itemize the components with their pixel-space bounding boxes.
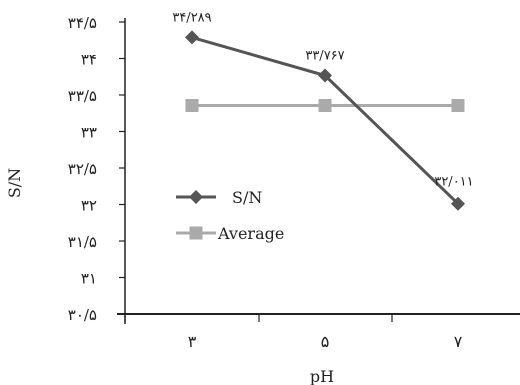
- data-point: [451, 99, 465, 113]
- legend-label: Average: [217, 224, 284, 243]
- legend: S/N Average: [176, 188, 284, 243]
- y-tick-label: ۳۲/۵: [68, 160, 97, 178]
- legend-marker: [189, 190, 203, 204]
- series-layer: [185, 30, 465, 211]
- y-tick-label: ۳۰/۵: [68, 306, 97, 324]
- series-average: [185, 99, 465, 113]
- axes: [117, 18, 520, 324]
- series-sn: [185, 30, 465, 211]
- data-labels: ۳۴/۲۸۹ ۳۳/۷۶۷ ۳۲/۰۱۱: [172, 10, 473, 189]
- legend-label: S/N: [232, 188, 262, 207]
- y-tick-label: ۳۱: [81, 270, 97, 288]
- legend-item: S/N: [176, 188, 262, 207]
- y-tick-label: ۳۳: [81, 124, 97, 142]
- data-point: [185, 30, 199, 45]
- data-label: ۳۴/۲۸۹: [172, 10, 211, 25]
- data-point: [451, 196, 465, 211]
- data-label: ۳۳/۷۶۷: [305, 49, 344, 64]
- x-tick-label: ۵: [321, 332, 330, 351]
- x-axis-ticks: ۳ ۵ ۷: [124, 314, 463, 351]
- x-tick-label: ۳: [188, 332, 197, 351]
- y-tick-label: ۳۴: [81, 51, 97, 69]
- y-tick-label: ۳۲: [81, 197, 97, 215]
- y-axis-label: S/N: [5, 168, 24, 198]
- data-point: [318, 99, 332, 113]
- y-tick-label: ۳۱/۵: [68, 233, 97, 251]
- x-axis-label: pH: [310, 367, 334, 385]
- legend-marker: [189, 226, 203, 240]
- data-point: [185, 99, 199, 113]
- y-tick-label: ۳۳/۵: [68, 87, 97, 105]
- y-axis-ticks: ۳۰/۵ ۳۱ ۳۱/۵ ۳۲ ۳۲/۵ ۳۳ ۳۳/۵ ۳۴ ۳۴/۵: [68, 14, 125, 324]
- data-label: ۳۲/۰۱۱: [434, 175, 473, 190]
- y-tick-label: ۳۴/۵: [68, 14, 97, 32]
- x-tick-label: ۷: [454, 332, 463, 351]
- data-point: [318, 68, 332, 83]
- legend-item: Average: [176, 224, 284, 243]
